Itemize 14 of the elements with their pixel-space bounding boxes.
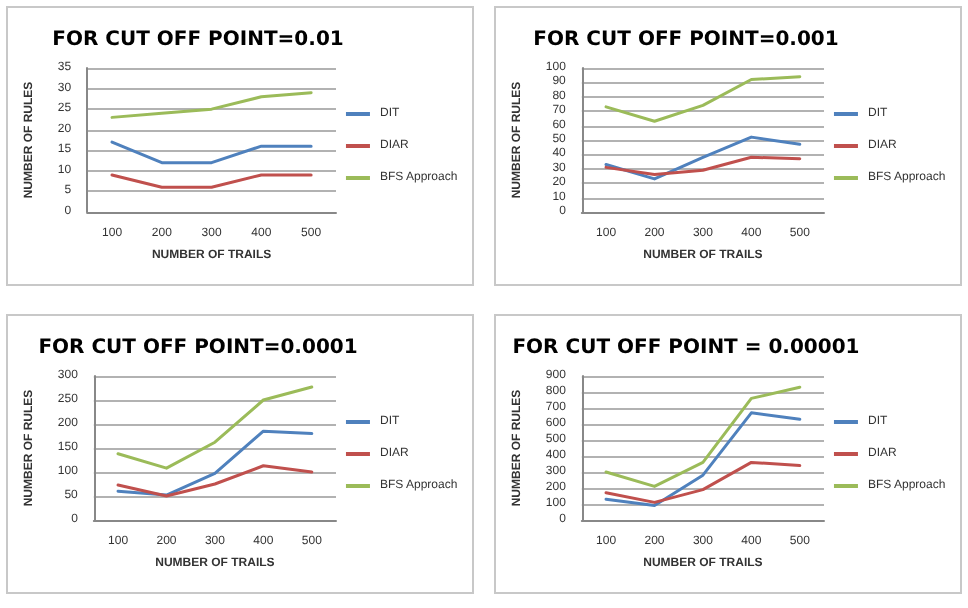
line-series [116,385,314,470]
chart-title: FOR CUT OFF POINT=0.01 [52,29,344,51]
line-series [604,385,802,488]
line-series [116,464,314,498]
line-series [604,75,802,123]
line-series [604,411,802,508]
line-series [604,460,802,504]
line-series [604,155,802,177]
line-series [604,135,802,181]
chart-title: FOR CUT OFF POINT = 0.00001 [512,337,860,359]
line-series [116,429,314,497]
line-series [110,91,313,119]
chart-title: FOR CUT OFF POINT=0.0001 [38,337,358,359]
chart-title: FOR CUT OFF POINT=0.001 [533,29,839,51]
